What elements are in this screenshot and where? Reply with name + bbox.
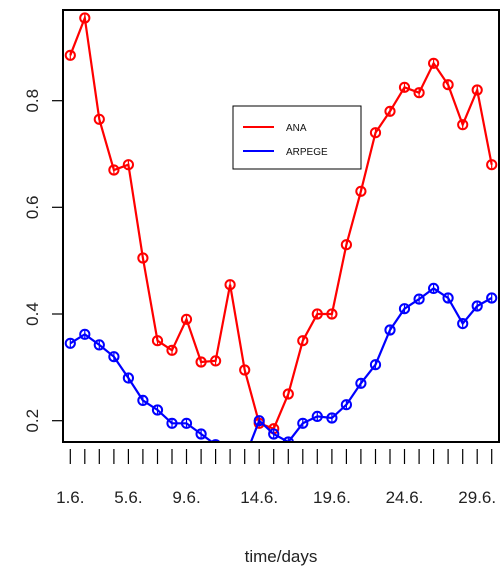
legend-label-arpege: ARPEGE [286,147,328,158]
x-axis-title: time/days [245,547,318,566]
x-tick-label: 1.6. [56,488,84,507]
y-tick-label: 0.2 [23,409,42,433]
x-tick-label: 5.6. [114,488,142,507]
x-axis: 1.6. 5.6. 9.6. 14.6. 19.6. 24.6. 29.6. [56,449,496,507]
x-tick-label: 14.6. [240,488,278,507]
y-tick-label: 0.4 [23,302,42,326]
y-tick-label: 0.8 [23,89,42,113]
series-layer [64,12,498,441]
plot-frame [62,9,500,443]
x-tick-label: 9.6. [172,488,200,507]
legend: ANA ARPEGE [232,105,362,170]
legend-box [232,105,362,170]
x-tick-label: 24.6. [386,488,424,507]
y-axis: 0.2 0.4 0.6 0.8 [23,89,63,433]
y-tick-label: 0.6 [23,195,42,219]
legend-label-ana: ANA [286,123,307,134]
x-tick-label: 19.6. [313,488,351,507]
x-tick-label: 29.6. [458,488,496,507]
